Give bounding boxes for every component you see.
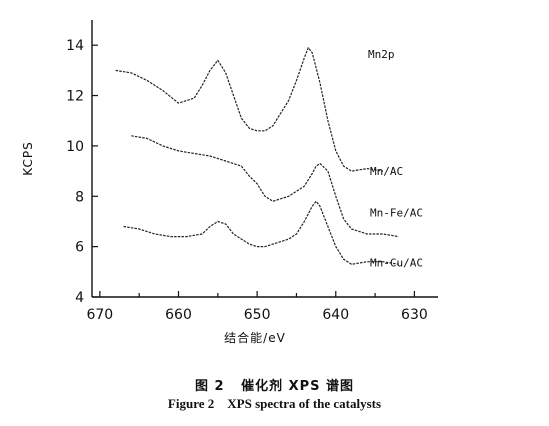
y-tick-label: 8	[75, 189, 84, 205]
series-line-0	[115, 47, 384, 172]
y-tick-label: 12	[66, 89, 84, 105]
x-tick-label: 630	[401, 307, 428, 323]
series-line-2	[123, 200, 399, 265]
x-tick-label: 670	[86, 307, 113, 323]
x-axis-label: 结合能/eV	[224, 330, 286, 345]
y-axis-label: KCPS	[21, 141, 35, 175]
x-tick-label: 640	[322, 307, 349, 323]
series-label-0: Mn/AC	[370, 165, 403, 178]
x-tick-label: 660	[165, 307, 192, 323]
y-tick-label: 4	[75, 290, 84, 306]
annotation-mn2p: Mn2p	[368, 48, 395, 61]
x-tick-label: 650	[244, 307, 271, 323]
series-label-2: Mn-Cu/AC	[370, 256, 423, 269]
y-tick-label: 6	[75, 240, 84, 256]
plot-frame	[91, 20, 438, 298]
y-tick-label: 14	[66, 38, 84, 54]
series-label-1: Mn-Fe/AC	[370, 207, 423, 220]
series-labels: Mn/AC Mn-Fe/AC Mn-Cu/AC	[370, 165, 423, 269]
series-lines	[115, 47, 399, 265]
series-line-1	[131, 135, 399, 238]
y-tick-label: 10	[66, 139, 84, 155]
y-axis: 4 6 8 10 12 14	[66, 38, 98, 306]
figure-caption-chinese: 图 2 催化剂 XPS 谱图	[194, 379, 355, 394]
x-axis: 670 660 650 640 630	[86, 291, 428, 323]
figure-caption-english: Figure 2 XPS spectra of the catalysts	[167, 396, 382, 411]
